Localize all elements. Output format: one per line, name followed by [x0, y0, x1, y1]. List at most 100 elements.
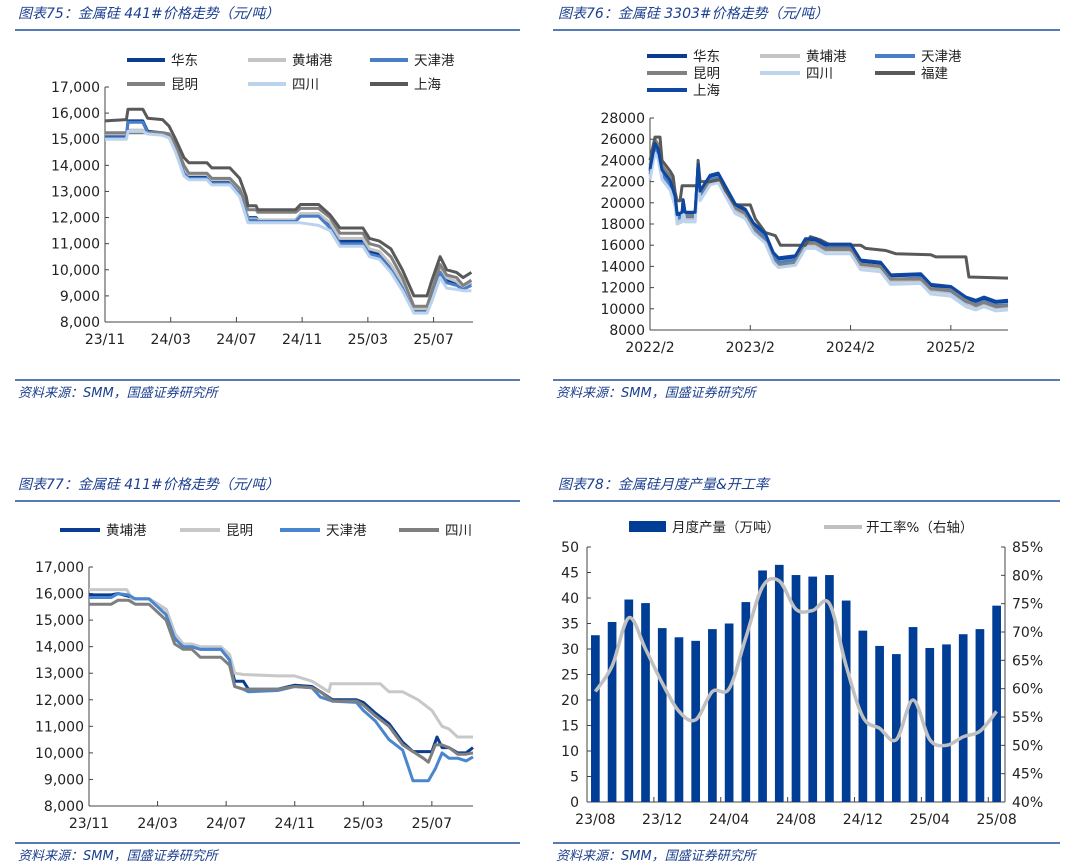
bar-production: [925, 647, 935, 802]
y2-tick-label: 50%: [1012, 738, 1043, 754]
y-tick-label: 24000: [600, 153, 645, 169]
series-line-1: [105, 128, 473, 311]
x-tick-label: 24/03: [137, 816, 177, 832]
y2-tick-label: 75%: [1012, 597, 1043, 613]
series-line-3: [648, 137, 1009, 309]
x-tick-label: 23/11: [69, 816, 109, 832]
x-tick-label: 2023/2: [726, 340, 775, 356]
y-tick-label: 10,000: [35, 746, 84, 762]
y-tick-label: 22000: [600, 175, 645, 191]
series-line-3: [89, 598, 474, 764]
bar-production: [891, 654, 901, 802]
legend-label: 黄埔港: [806, 49, 847, 65]
bar-production: [657, 628, 667, 802]
x-tick-label: 24/08: [776, 812, 816, 828]
series-line-4: [105, 129, 472, 315]
y-tick-label: 9,000: [44, 772, 84, 788]
legend-label: 四川: [292, 77, 319, 93]
x-tick-label: 24/04: [709, 812, 749, 828]
y-tick-label: 15,000: [35, 613, 84, 629]
legend-label: 四川: [445, 523, 472, 539]
legend-label: 天津港: [326, 523, 367, 539]
chart-plot: 8000 10000 12000 14000 16000 18000 20000 22000 2…: [600, 49, 1009, 356]
legend-label: 天津港: [921, 49, 962, 65]
bar-production: [758, 570, 767, 802]
y-tick-label: 11,000: [35, 719, 84, 735]
legend-label: 昆明: [693, 66, 720, 82]
x-tick-label: 2024/2: [826, 340, 875, 356]
source-note: 资料来源：SMM，国盛证券研究所: [18, 848, 220, 864]
series-line-0: [648, 143, 1009, 304]
y-tick-label: 13,000: [35, 666, 84, 682]
x-tick-label: 2025/2: [926, 340, 975, 356]
chart-title: 图表78：金属硅月度产量&开工率: [558, 477, 771, 493]
legend-label: 天津港: [414, 53, 455, 69]
y-tick-label: 16,000: [51, 106, 100, 122]
y-tick-label: 8,000: [44, 799, 84, 815]
chart-panel-78: 图表78：金属硅月度产量&开工率 0 5 10 15 20 25 30 35 40 45 50 40%…: [553, 477, 1060, 864]
bar-production: [641, 603, 650, 802]
y2-tick-label: 65%: [1012, 653, 1043, 669]
utilization-rate-line: [593, 576, 998, 748]
y-tick-label: 45: [561, 566, 579, 582]
x-tick-label: 24/11: [275, 816, 315, 832]
legend-label: 上海: [414, 77, 441, 93]
legend-label: 开工率%（右轴）: [866, 519, 973, 536]
y-tick-label: 15: [561, 719, 579, 735]
y-tick-label: 16,000: [35, 587, 84, 603]
x-tick-label: 24/12: [843, 812, 883, 828]
bar-production: [791, 575, 801, 802]
source-note: 资料来源：SMM，国盛证券研究所: [18, 385, 220, 401]
series-line-5: [648, 135, 1009, 280]
series-line-2: [648, 146, 1009, 308]
x-tick-label: 23/11: [85, 332, 125, 348]
legend-label: 四川: [806, 66, 833, 82]
y-tick-label: 26000: [600, 132, 645, 148]
x-tick-label: 23/12: [642, 812, 682, 828]
y-tick-label: 25: [561, 668, 579, 684]
bar-production: [674, 637, 684, 802]
x-tick-label: 23/08: [575, 812, 615, 828]
series-line-3: [105, 131, 473, 308]
y-tick-label: 12,000: [51, 211, 100, 227]
y2-tick-label: 85%: [1012, 540, 1043, 556]
x-tick-label: 2022/2: [625, 340, 674, 356]
bar-production: [825, 575, 834, 802]
y-tick-label: 28000: [600, 111, 645, 127]
bar-production: [708, 629, 717, 802]
y-tick-label: 18000: [600, 217, 645, 233]
legend-label: 上海: [693, 83, 720, 99]
y-tick-label: 10: [561, 744, 579, 760]
series-line-4: [648, 151, 1009, 313]
y-tick-label: 0: [570, 795, 579, 811]
bar-production: [841, 600, 851, 802]
bar-production: [591, 635, 600, 802]
y2-tick-label: 45%: [1012, 767, 1043, 783]
legend-label: 昆明: [226, 523, 253, 539]
y-tick-label: 14000: [600, 259, 645, 275]
legend-label: 黄埔港: [292, 53, 333, 69]
series-line-1: [648, 148, 1009, 310]
y-tick-label: 17,000: [35, 560, 84, 576]
bar-production: [958, 634, 968, 802]
legend-label: 月度产量（万吨）: [672, 520, 780, 536]
y-tick-label: 12,000: [35, 693, 84, 709]
x-tick-label: 25/07: [413, 332, 453, 348]
y2-tick-label: 60%: [1012, 682, 1043, 698]
y-tick-label: 15,000: [51, 132, 100, 148]
y2-tick-label: 40%: [1012, 795, 1043, 811]
series-line-2: [105, 120, 473, 315]
y-tick-label: 30: [561, 642, 579, 658]
source-note: 资料来源：SMM，国盛证券研究所: [556, 385, 758, 401]
y-tick-label: 40: [561, 591, 579, 607]
bar-production: [808, 576, 818, 802]
y-tick-label: 16000: [600, 238, 645, 254]
y-tick-label: 8000: [609, 323, 645, 339]
bar-production: [774, 564, 784, 802]
series-line-0: [89, 592, 474, 755]
y2-tick-label: 80%: [1012, 568, 1043, 584]
x-tick-label: 24/07: [216, 332, 256, 348]
bar-production: [741, 602, 751, 802]
y-tick-label: 8,000: [60, 315, 100, 331]
chart-plot: 8,000 9,000 10,000 11,000 12,000 13,000 14,000…: [35, 523, 474, 832]
